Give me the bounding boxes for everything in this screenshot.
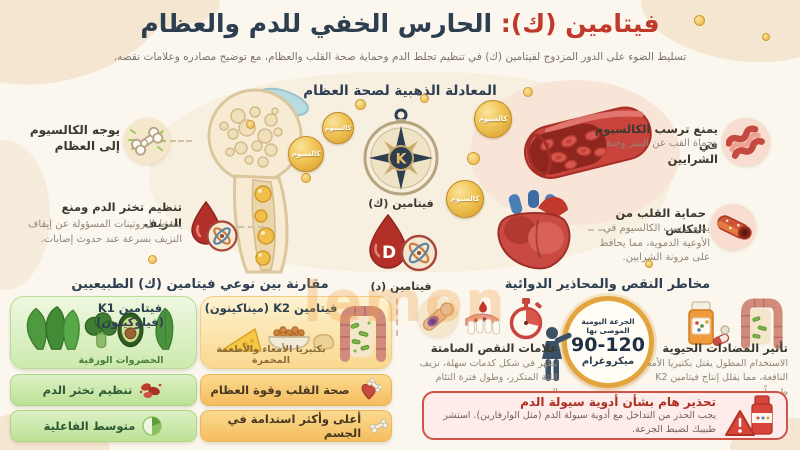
person-pointing-icon: [542, 327, 572, 381]
heart-illustration: [497, 190, 571, 270]
artery-callout-title-1: يمنع ترسب الكالسيوم في: [594, 122, 718, 152]
clot-callout-body: ينشط البروتينات المسؤولة عن إيقاف النزيف…: [28, 219, 182, 245]
dose-label-line2: الموصى بها: [586, 326, 630, 336]
heart-callout-body: يمنع ترسب الكالسيوم في الأوعية الدموية، …: [599, 223, 710, 263]
warning-title: تحذير هام بشأن أدوية سيولة الدم: [520, 395, 716, 410]
calcium-ball: كالسيوم: [446, 180, 484, 218]
dose-unit: ميكروغرام: [581, 355, 635, 367]
bone-callout-icon-circle: [124, 118, 170, 164]
k1-caption: الخضروات الورقية: [78, 355, 164, 366]
calcium-ball: كالسيوم: [288, 136, 324, 172]
warning-body: يجب الحذر من التداخل مع أدوية سيولة الدم…: [443, 410, 716, 435]
compass-k-letter: K: [396, 152, 408, 168]
k2-row-heart-bones: صحة القلب وقوة العظام: [200, 374, 392, 406]
intestine-illustration: [340, 306, 386, 362]
leafy-vegetables-illustration: [26, 305, 174, 350]
calcium-label: كالسيوم: [478, 115, 508, 123]
k1-row-clotting: تنظيم تخثر الدم: [10, 374, 197, 406]
gold-dot: [467, 152, 480, 165]
warning-triangle-icon: [725, 409, 755, 436]
k2-row-label: أعلى وأكثر استدامة في الجسم: [227, 412, 362, 440]
pie-chart-icon: [142, 416, 163, 436]
page-subtitle: تسليط الضوء على الدور المزدوج لفيتامين (…: [113, 51, 687, 63]
artery-callout-icon-circle: [722, 118, 770, 166]
k1-row-label: تنظيم تخثر الدم: [42, 383, 133, 397]
calcium-label: كالسيوم: [450, 195, 480, 203]
artery-callout-body: وحماة القب عن النتثر وجنة: [606, 138, 718, 149]
section-divider: [396, 288, 398, 336]
clot-callout-title: تنظيم تخثر الدم ومنع النزيف: [61, 200, 182, 230]
intestine-small-icon: [741, 298, 783, 350]
clot-drop-icon: [191, 200, 238, 252]
gold-dot: [694, 15, 705, 26]
connector-line: [238, 226, 264, 228]
connector-line: [170, 140, 192, 142]
antibiotics-title: تأثير المضادات الحيوية: [662, 341, 788, 355]
artery-illustration: [523, 106, 652, 179]
k1-header: فيتامين K1 (فيلوكينون): [96, 301, 164, 329]
heart-callout-title: حماية القلب من التكلس: [615, 206, 707, 236]
calcium-ball: كالسيوم: [322, 112, 354, 144]
connector-line: [588, 229, 604, 231]
gold-dot: [355, 99, 366, 110]
calcium-ball: كالسيوم: [474, 100, 512, 138]
deficiency-title: علامات النقص الصامتة: [430, 341, 558, 355]
k2-card: فيتامين K2 (ميناكينون): [200, 296, 392, 369]
k2-row-sustainability: أعلى وأكثر استدامة في الجسم: [200, 410, 392, 442]
page-title: فيتامين (ك): الحارس الخفي للدم والعظام: [0, 9, 800, 38]
red-blood-cells-icon: [140, 383, 162, 398]
gold-dot: [420, 94, 429, 103]
heart-callout-icon-circle: [710, 204, 756, 250]
comparison-section-title: مقارنة بين نوعي فيتامين (ك) الطبيعيين: [71, 277, 329, 292]
artery-wall-icon: [726, 125, 765, 159]
gold-dot: [301, 173, 311, 183]
bruised-arm-icon-circle: [418, 297, 458, 337]
stopwatch-icon: [509, 298, 543, 340]
daily-dose-circle: الجرعة اليومية الموصى بها 90-120 ميكروغر…: [562, 296, 654, 388]
dose-label-line1: الجرعة اليومية: [581, 317, 635, 327]
bruised-arm-icon: [422, 302, 455, 331]
calcium-label: كالسيوم: [324, 124, 352, 132]
gold-dot: [523, 87, 533, 97]
k2-row-label: صحة القلب وقوة العظام: [210, 383, 350, 397]
gold-dot: [148, 255, 157, 264]
bleeding-gums-icon: [465, 301, 500, 335]
calcified-vessel-icon: [717, 215, 752, 240]
k1-row-effectiveness: متوسط الفاعلية: [10, 410, 197, 442]
k2-header: فيتامين K2 (ميناكينون): [204, 301, 338, 315]
vitamin-k-label: فيتامين (ك): [368, 197, 434, 210]
gold-dot: [246, 120, 255, 129]
artery-callout-title-2: الشرايين: [667, 152, 718, 166]
bone-callout-title: يوجه الكالسيوم إلى العظام: [29, 123, 120, 154]
risks-section-title: مخاطر النقص والمحاذير الدوائية: [504, 277, 711, 292]
pill-bottle-icon: [688, 301, 730, 346]
equation-section-title: المعادلة الذهبية لصحة العظام: [303, 83, 497, 99]
page-title-main: الحارس الخفي للدم والعظام: [140, 9, 493, 38]
vitamin-d-drop: D: [369, 213, 438, 272]
gold-dot: [645, 260, 653, 268]
blood-thinner-warning-box: تحذير هام بشأن أدوية سيولة الدم يجب الحذ…: [422, 391, 788, 440]
vitamin-k-compass: K: [363, 108, 439, 196]
page-title-accent: فيتامين (ك):: [500, 9, 660, 38]
heart-bone-icon: [361, 378, 382, 400]
gold-dot: [762, 33, 770, 41]
k1-card: فيتامين K1 (فيلوكينون) الخضروات الورقية: [10, 296, 197, 369]
fermented-foods-illustration: [220, 326, 334, 352]
medicine-bottle-icon: [751, 394, 773, 435]
bone-icon: [369, 418, 389, 434]
calcium-label: كالسيوم: [291, 150, 321, 158]
k2-caption: بكتيريا الأمعاء والأطعمة المخمرة: [216, 344, 326, 366]
k1-row-label: متوسط الفاعلية: [43, 419, 136, 433]
bone-icon: [128, 126, 166, 156]
warning-icon-group: [724, 394, 778, 438]
vitamin-d-label: فيتامين (د): [370, 280, 432, 293]
bone-illustration: [207, 87, 309, 274]
dose-value: 90-120: [571, 334, 645, 357]
d-letter: D: [382, 243, 396, 263]
